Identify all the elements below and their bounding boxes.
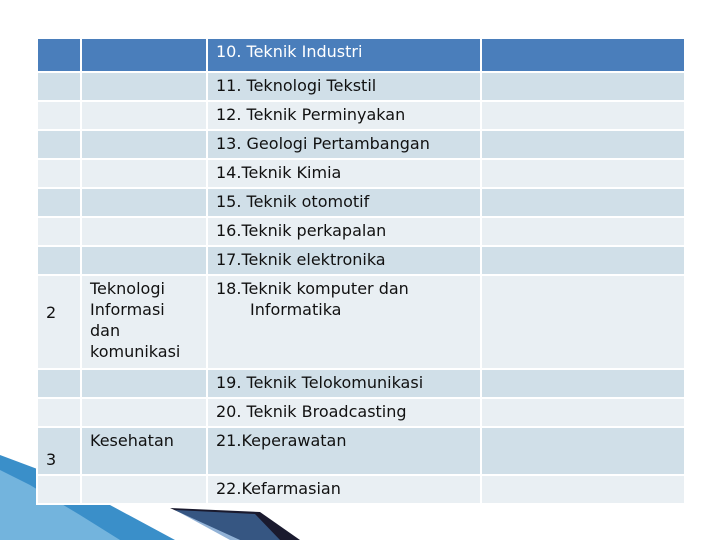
cell-no [36, 245, 82, 276]
table-row: 17.Teknik elektronika [36, 245, 686, 276]
cell-category [80, 216, 208, 247]
program-line-1: 18.Teknik komputer dan [216, 279, 409, 298]
cell-program: 14.Teknik Kimia [206, 158, 482, 189]
cell-extra [480, 71, 686, 102]
cell-extra [480, 397, 686, 428]
cell-no [36, 216, 82, 247]
cell-program: 22.Kefarmasian [206, 474, 482, 505]
cell-extra [480, 274, 686, 370]
cell-category: Kesehatan [80, 426, 208, 476]
table-row: 13. Geologi Pertambangan [36, 129, 686, 160]
cell-program: 18.Teknik komputer dan Informatika [206, 274, 482, 370]
table-row: 3 Kesehatan 21.Keperawatan [36, 426, 686, 476]
cell-program: 16.Teknik perkapalan [206, 216, 482, 247]
cell-no [36, 129, 82, 160]
bottom-blue-stripe [175, 510, 280, 540]
table-row: 19. Teknik Telokomunikasi [36, 368, 686, 399]
cell-extra [480, 426, 686, 476]
program-line-2: Informatika [250, 300, 342, 319]
cell-category [80, 37, 208, 73]
cell-program: 13. Geologi Pertambangan [206, 129, 482, 160]
cell-extra [480, 216, 686, 247]
row-number: 2 [46, 302, 57, 322]
table-row: 16.Teknik perkapalan [36, 216, 686, 247]
cell-extra [480, 158, 686, 189]
cell-extra [480, 37, 686, 73]
cell-extra [480, 368, 686, 399]
cell-category [80, 474, 208, 505]
cell-no [36, 71, 82, 102]
table-row: 11. Teknologi Tekstil [36, 71, 686, 102]
cell-category [80, 158, 208, 189]
cell-program: 19. Teknik Telokomunikasi [206, 368, 482, 399]
cell-category [80, 129, 208, 160]
cell-category [80, 245, 208, 276]
cell-extra [480, 129, 686, 160]
cell-no [36, 474, 82, 505]
cell-category [80, 100, 208, 131]
cell-extra [480, 474, 686, 505]
cell-program: 12. Teknik Perminyakan [206, 100, 482, 131]
row-number: 3 [46, 450, 57, 469]
table-row: 14.Teknik Kimia [36, 158, 686, 189]
cell-category [80, 397, 208, 428]
cell-category: Teknologi Informasi dan komunikasi [80, 274, 208, 370]
cell-category [80, 368, 208, 399]
cell-program: 10. Teknik Industri [206, 37, 482, 73]
table-row: 20. Teknik Broadcasting [36, 397, 686, 428]
cell-category [80, 71, 208, 102]
program-table: 10. Teknik Industri 11. Teknologi Teksti… [36, 37, 686, 505]
table-header-row: 10. Teknik Industri [36, 37, 686, 73]
cell-program: 17.Teknik elektronika [206, 245, 482, 276]
table-row: 2 Teknologi Informasi dan komunikasi 18.… [36, 274, 686, 370]
cell-no [36, 100, 82, 131]
cell-extra [480, 245, 686, 276]
cell-extra [480, 187, 686, 218]
table-row: 12. Teknik Perminyakan [36, 100, 686, 131]
bottom-left-swoosh-light [0, 470, 120, 540]
cell-no [36, 368, 82, 399]
table-row: 22.Kefarmasian [36, 474, 686, 505]
cell-no [36, 37, 82, 73]
cell-program: 11. Teknologi Tekstil [206, 71, 482, 102]
cell-category [80, 187, 208, 218]
cell-program: 20. Teknik Broadcasting [206, 397, 482, 428]
cell-program: 21.Keperawatan [206, 426, 482, 476]
table-row: 15. Teknik otomotif [36, 187, 686, 218]
cell-no [36, 187, 82, 218]
cell-no [36, 397, 82, 428]
cell-no: 2 [36, 274, 82, 370]
cell-no: 3 [36, 426, 82, 476]
cell-program: 15. Teknik otomotif [206, 187, 482, 218]
cell-no [36, 158, 82, 189]
cell-extra [480, 100, 686, 131]
